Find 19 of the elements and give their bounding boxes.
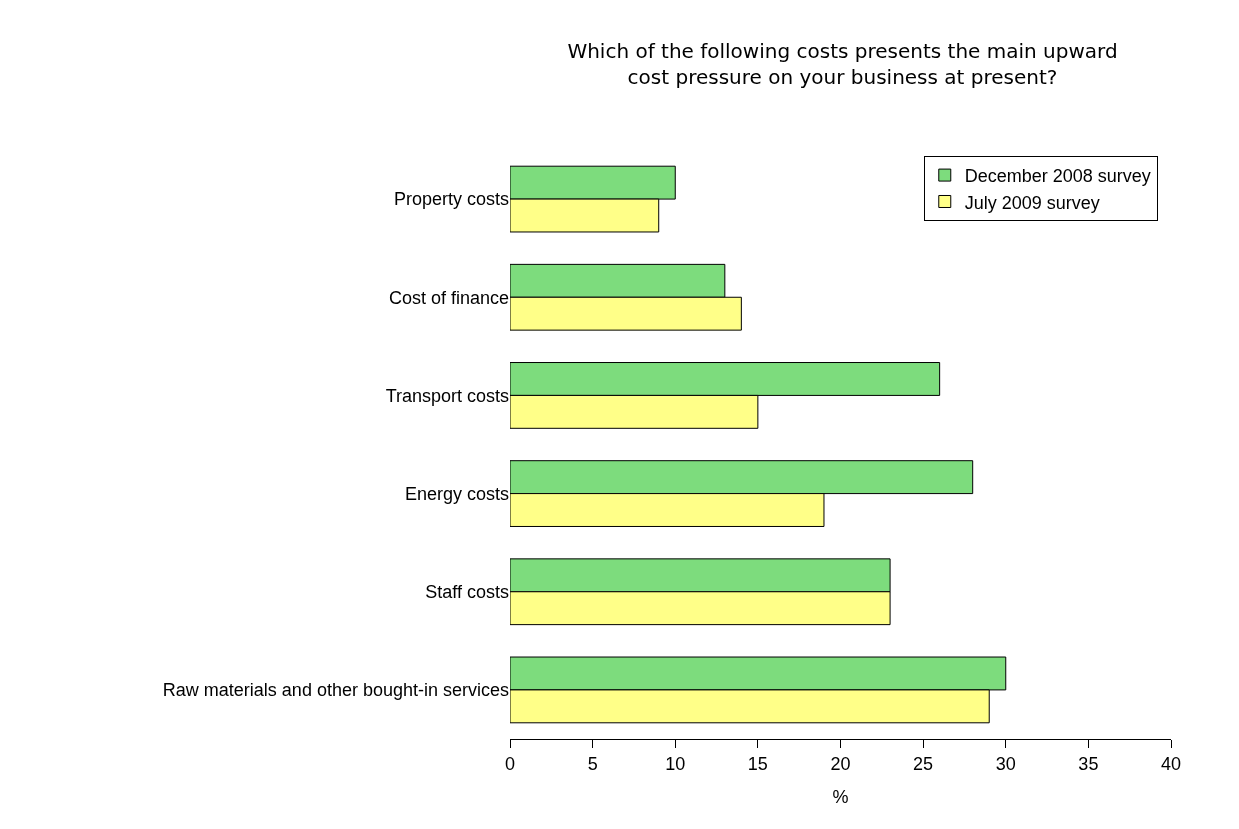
y-tick-label: Cost of finance <box>388 287 509 308</box>
y-tick-label: Transport costs <box>385 385 509 406</box>
x-axis-title: % <box>832 787 849 807</box>
y-tick-label: Property costs <box>393 189 509 210</box>
x-tick-label: 35 <box>1078 753 1099 774</box>
y-tick-label: Staff costs <box>425 582 509 603</box>
x-tick-label: 25 <box>913 753 934 774</box>
chart-title: Which of the following costs presents the main upward cost pressure on your business at present? <box>567 39 1118 90</box>
y-tick-label: Energy costs <box>404 483 509 504</box>
x-tick-label: 0 <box>504 753 516 774</box>
x-tick-label: 15 <box>747 753 768 774</box>
legend-label: July 2009 survey <box>964 192 1100 213</box>
x-tick-label: 30 <box>995 753 1016 774</box>
x-tick-label: 20 <box>830 753 851 774</box>
y-tick-label: Raw materials and other bought-in services <box>162 680 509 701</box>
legend-label: December 2008 survey <box>964 166 1151 187</box>
x-tick-label: 40 <box>1160 753 1182 774</box>
x-tick-label: 5 <box>587 753 598 774</box>
x-tick-label: 10 <box>665 753 686 774</box>
